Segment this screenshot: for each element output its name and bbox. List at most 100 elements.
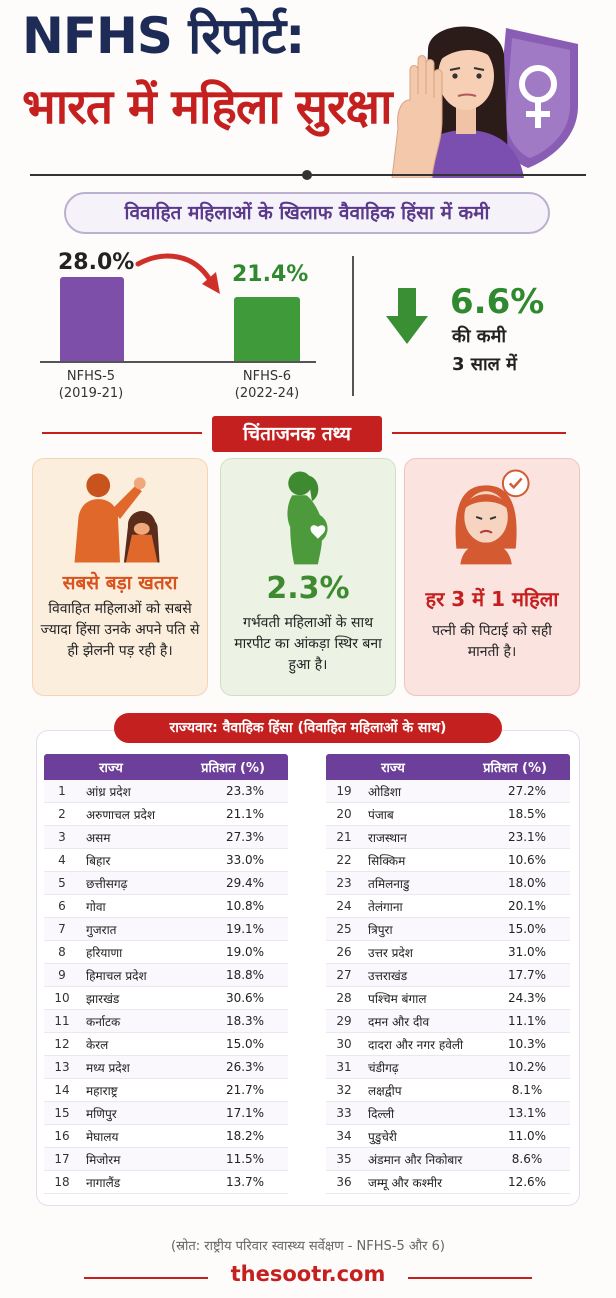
row-index: 28 [336,991,352,1005]
row-state: राजस्थान [368,830,407,845]
col-header-percent: प्रतिशत (%) [201,761,265,776]
row-index: 15 [54,1106,70,1120]
table-body-left: 1 आंध्र प्रदेश 23.3% 2 अरुणाचल प्रदेश 21.1% 3 अ… [44,780,288,1194]
table-row: 21 राजस्थान 23.1% [326,826,570,849]
row-percent: 18.2% [225,1129,265,1143]
down-arrow-icon [386,288,428,344]
row-state: महाराष्ट्र [86,1083,118,1098]
table-row: 32 लक्षद्वीप 8.1% [326,1079,570,1102]
row-index: 30 [336,1037,352,1051]
table-row: 11 कर्नाटक 18.3% [44,1010,288,1033]
row-index: 24 [336,899,352,913]
table-row: 1 आंध्र प्रदेश 23.3% [44,780,288,803]
row-index: 3 [58,830,66,844]
row-state: जम्मू और कश्मीर [368,1175,442,1190]
row-index: 27 [336,968,352,982]
row-state: ओडिशा [368,784,402,799]
table-row: 22 सिक्किम 10.6% [326,849,570,872]
fact-heading-2: 2.3% [266,571,350,606]
row-index: 17 [54,1152,70,1166]
row-percent: 23.1% [507,830,547,844]
table-row: 13 मध्य प्रदेश 26.3% [44,1056,288,1079]
row-percent: 19.1% [225,922,265,936]
fact-body-1: विवाहित महिलाओं को सबसे ज्यादा हिंसा उनक… [40,601,200,659]
row-state: झारखंड [86,991,120,1006]
table-row: 34 पुडुचेरी 11.0% [326,1125,570,1148]
row-state: पश्चिम बंगाल [368,991,427,1006]
brand-rule-right [408,1277,532,1279]
row-index: 12 [54,1037,70,1051]
row-percent: 24.3% [507,991,547,1005]
table-row: 15 मणिपुर 17.1% [44,1102,288,1125]
table-row: 25 त्रिपुरा 15.0% [326,918,570,941]
row-percent: 11.0% [507,1129,547,1143]
bar-caption-nfhs5: NFHS-5 (2019-21) [36,368,146,402]
row-state: मणिपुर [86,1106,117,1121]
row-state: छत्तीसगढ़ [86,876,128,891]
section-divider-vertical [352,256,354,396]
table-row: 17 मिजोरम 11.5% [44,1148,288,1171]
row-state: असम [86,830,111,845]
row-index: 13 [54,1060,70,1074]
row-percent: 26.3% [225,1060,265,1074]
table-header: राज्य प्रतिशत (%) [326,754,570,780]
statewise-table-title: राज्यवार: वैवाहिक हिंसा (विवाहित महिलाओं… [114,713,502,743]
row-index: 19 [336,784,352,798]
row-state: दादरा और नगर हवेली [368,1037,464,1052]
row-state: आंध्र प्रदेश [86,784,131,799]
row-index: 9 [58,968,66,982]
bar-nfhs5 [60,277,124,361]
row-index: 6 [58,899,66,913]
table-row: 2 अरुणाचल प्रदेश 21.1% [44,803,288,826]
decrease-curved-arrow-icon [135,253,220,294]
brand-link[interactable]: thesootr.com [230,1262,386,1286]
table-row: 19 ओडिशा 27.2% [326,780,570,803]
table-row: 24 तेलंगाना 20.1% [326,895,570,918]
row-percent: 21.1% [225,807,265,821]
row-percent: 21.7% [225,1083,265,1097]
bar-value-nfhs5: 28.0% [58,250,135,275]
table-row: 35 अंडमान और निकोबार 8.6% [326,1148,570,1171]
row-state: चंडीगढ़ [368,1060,399,1075]
row-percent: 10.2% [507,1060,547,1074]
row-index: 25 [336,922,352,936]
bar-years-nfhs5: (2019-21) [58,386,124,401]
row-state: पुडुचेरी [368,1129,397,1144]
row-index: 20 [336,807,352,821]
row-index: 22 [336,853,352,867]
row-percent: 10.3% [507,1037,547,1051]
table-row: 6 गोवा 10.8% [44,895,288,918]
row-index: 31 [336,1060,352,1074]
statewise-table-left: राज्य प्रतिशत (%) 1 आंध्र प्रदेश 23.3% 2 अरु… [44,754,288,1194]
table-row: 3 असम 27.3% [44,826,288,849]
col-header-percent: प्रतिशत (%) [483,761,547,776]
row-index: 11 [54,1014,70,1028]
row-percent: 15.0% [507,922,547,936]
row-state: दिल्ली [368,1106,395,1121]
woman-stop-hand-shield-icon [391,26,578,178]
row-percent: 19.0% [225,945,265,959]
drop-label-line1: की कमी [452,326,507,347]
row-percent: 18.3% [225,1014,265,1028]
bar-nfhs6 [234,296,300,361]
row-state: उत्तराखंड [368,968,408,983]
table-row: 8 हरियाणा 19.0% [44,941,288,964]
row-percent: 17.1% [225,1106,265,1120]
row-state: पंजाब [368,807,394,822]
table-row: 18 नागालैंड 13.7% [44,1171,288,1194]
table-row: 31 चंडीगढ़ 10.2% [326,1056,570,1079]
row-percent: 10.8% [225,899,265,913]
table-body-right: 19 ओडिशा 27.2% 20 पंजाब 18.5% 21 राजस्थान 23.1% 2… [326,780,570,1194]
row-percent: 27.3% [225,830,265,844]
drop-value: 6.6% [450,282,545,322]
table-row: 36 जम्मू और कश्मीर 12.6% [326,1171,570,1194]
row-index: 1 [58,784,66,798]
fact-body-3: पत्नी की पिटाई को सही मानती है। [432,623,552,660]
sad-woman-check-icon [455,469,530,565]
row-state: नागालैंड [86,1175,121,1190]
table-row: 10 झारखंड 30.6% [44,987,288,1010]
row-percent: 30.6% [225,991,265,1005]
row-percent: 27.2% [507,784,547,798]
row-state: सिक्किम [368,853,406,868]
row-state: कर्नाटक [86,1014,121,1029]
